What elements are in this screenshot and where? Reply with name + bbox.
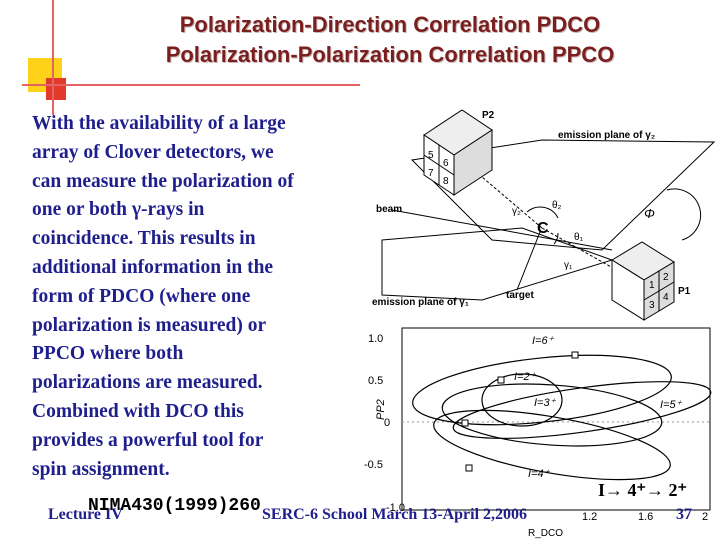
title-line-2: Polarization-Polarization Correlation PP… [165,42,615,67]
curve-i6 [412,354,672,426]
crystal-label: 3 [649,300,655,311]
phi-arc [666,188,702,241]
transition-label: I→ 4⁺→ 2⁺ [598,480,688,500]
detector-p1: 1 2 3 4 [611,241,675,321]
crystal-label: 4 [663,292,669,303]
crystal-label: 2 [663,272,669,283]
curve-i4 [433,409,671,481]
footer-reference: NIMA430(1999)260 [88,496,261,516]
label-theta1: θ₁ [574,232,584,243]
x-tick-label: 2 [702,511,708,523]
label-emission-plane-1: emission plane of γ₁ [372,297,469,308]
label-gamma1: γ₁ [564,260,573,271]
theta1-arc [553,232,559,245]
curve-i3 [441,383,663,447]
title-line-1: Polarization-Direction Correlation PDCO [179,12,601,37]
x-tick-label: 1.6 [638,511,653,523]
decor-vertical-line [52,0,54,115]
crystal-label: 8 [443,176,449,187]
label-gamma2: γ₂ [512,206,521,217]
y-tick-label: 1.0 [368,333,383,345]
curve-i2 [481,373,563,427]
emission-plane-2 [410,139,716,251]
beam-line [391,209,613,251]
theta2-arc [526,206,559,219]
label-emission-plane-2: emission plane of γ₂ [558,130,655,141]
y-tick-label: -1.0 [386,502,405,514]
crystal-label: 1 [649,280,655,291]
label-p2: P2 [482,110,495,121]
y-tick-label: 0.5 [368,375,383,387]
y-tick-label: -0.5 [364,459,383,471]
page-number: 37 [676,506,692,523]
data-point [497,376,505,384]
slide-title: Polarization-Direction Correlation PDCO … [70,10,710,70]
curve-label: I=2⁺ [514,371,537,383]
curve-label: I=6⁺ [532,335,555,347]
crystal-label: 5 [428,150,434,161]
x-tick-label: 1.2 [582,511,597,523]
footer-lecture: Lecture IV [48,506,123,523]
plot-frame [401,327,711,511]
decor-red-square [46,78,66,100]
footer-school: SERC-6 School March 13-April 2,2006 [262,506,528,523]
detector-p2: 5 6 7 8 [423,109,493,196]
y-tick-label: 0 [384,417,390,429]
emission-plane-1 [381,227,614,301]
curve-i5 [452,381,712,439]
label-phi: Φ [644,206,655,221]
data-point [465,464,473,472]
decor-horizontal-line [22,84,360,86]
x-axis-label: R_DCO [528,528,563,539]
crystal-label: 7 [428,168,434,179]
label-p1: P1 [678,286,691,297]
crystal-label: 6 [443,158,449,169]
label-target: target [506,290,534,301]
label-beam: beam [376,204,402,215]
geometry-diagram: 5 6 7 8 1 2 3 4 P2 P1 beam target emissi… [372,109,716,321]
label-theta2: θ₂ [552,200,562,211]
correlation-plot: 1.0 0.5 0 -0.5 -1.0 PP2 I=6⁺ I=2⁺ I=3⁺ I… [364,327,712,539]
target-marker: C [537,220,549,237]
data-point [461,419,469,427]
data-point [571,351,579,359]
curve-label: I=3⁺ [534,397,557,409]
y-axis-label: PP2 [375,399,387,420]
curve-label: I=5⁺ [660,399,683,411]
target-pointer [516,231,541,291]
figure: 5 6 7 8 1 2 3 4 P2 P1 beam target emissi… [364,109,716,539]
body-text: With the availability of a large array o… [32,113,294,480]
curve-label: I=4⁺ [528,468,551,480]
